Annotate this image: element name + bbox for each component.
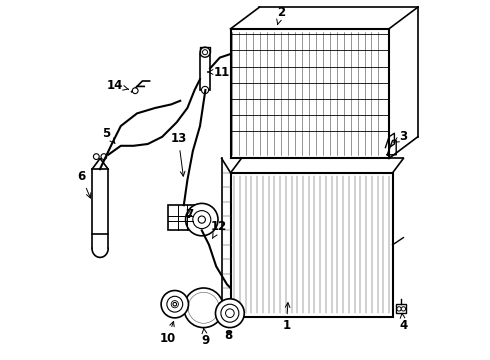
Circle shape <box>167 296 183 312</box>
Circle shape <box>397 307 401 311</box>
Bar <box>200 54 210 90</box>
Circle shape <box>161 291 189 318</box>
Text: 4: 4 <box>399 313 408 332</box>
Circle shape <box>195 299 213 317</box>
Circle shape <box>201 305 206 310</box>
Circle shape <box>184 288 223 328</box>
Circle shape <box>192 296 215 319</box>
Text: 12: 12 <box>211 220 227 239</box>
Text: 7: 7 <box>185 208 193 221</box>
Text: 1: 1 <box>282 303 291 332</box>
Circle shape <box>198 216 205 223</box>
Bar <box>396 304 406 313</box>
Circle shape <box>101 154 107 159</box>
Text: 2: 2 <box>277 6 285 24</box>
Circle shape <box>188 292 219 323</box>
Circle shape <box>186 203 218 236</box>
Circle shape <box>202 50 208 55</box>
Text: 10: 10 <box>159 321 176 345</box>
Circle shape <box>221 304 239 322</box>
Circle shape <box>201 86 209 94</box>
Circle shape <box>193 211 211 229</box>
Bar <box>92 169 108 234</box>
Circle shape <box>190 294 217 321</box>
Circle shape <box>401 307 406 311</box>
Text: 9: 9 <box>201 328 210 347</box>
Bar <box>231 173 392 317</box>
Text: 11: 11 <box>208 66 230 78</box>
Text: 14: 14 <box>106 79 128 92</box>
Circle shape <box>225 309 234 318</box>
Circle shape <box>200 47 210 57</box>
Circle shape <box>94 154 99 159</box>
Circle shape <box>171 301 178 308</box>
Circle shape <box>173 302 176 306</box>
Circle shape <box>197 301 210 314</box>
Text: 3: 3 <box>394 130 408 143</box>
Bar <box>168 205 202 230</box>
Circle shape <box>132 88 138 94</box>
Circle shape <box>216 299 245 328</box>
Text: 6: 6 <box>77 170 91 198</box>
Text: 5: 5 <box>102 127 115 144</box>
Text: 13: 13 <box>171 132 187 176</box>
Text: 8: 8 <box>225 329 233 342</box>
